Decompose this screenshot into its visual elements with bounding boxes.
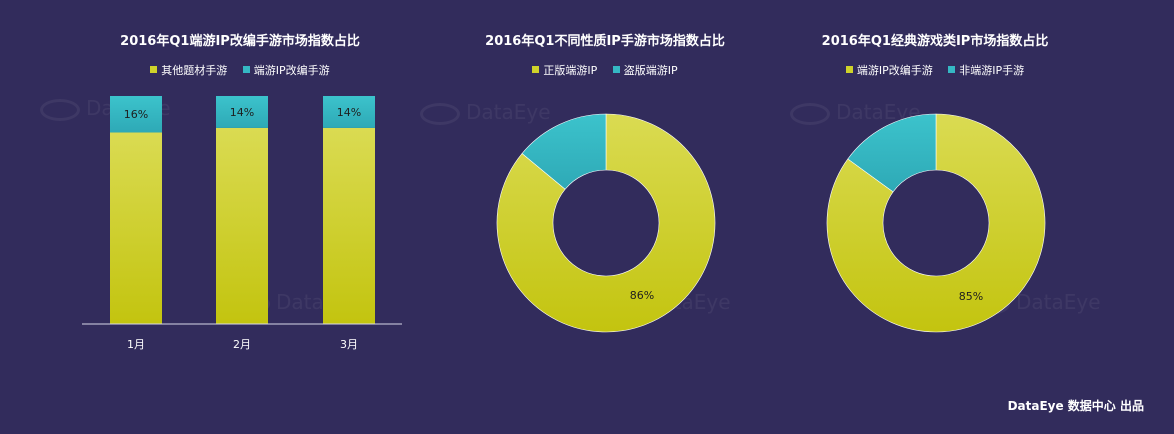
legend-swatch bbox=[612, 66, 620, 73]
donut-slice-primary bbox=[496, 113, 716, 333]
donut-slice-primary bbox=[826, 113, 1046, 333]
bar-segment-other bbox=[110, 132, 162, 324]
bar-segment-ip bbox=[216, 96, 268, 128]
bar-segment-ip bbox=[323, 96, 375, 128]
data-label: 85% bbox=[959, 290, 983, 303]
legend-swatch bbox=[845, 66, 853, 73]
donut-chart: 86% bbox=[496, 113, 716, 333]
bar-segment-other bbox=[323, 127, 375, 324]
legend-swatch bbox=[150, 66, 158, 73]
legend-item: 盗版端游IP bbox=[612, 62, 678, 78]
chart-title: 2016年Q1不同性质IP手游市场指数占比 bbox=[485, 34, 725, 49]
donut-chart-panel-1: 2016年Q1不同性质IP手游市场指数占比 正版端游IP 盗版端游IP 86% bbox=[420, 0, 790, 380]
data-label: 16% bbox=[124, 108, 148, 121]
x-tick-label: 2月 bbox=[233, 338, 251, 351]
donut-chart-panel-2: 2016年Q1经典游戏类IP市场指数占比 端游IP改编手游 非端游IP手游 85… bbox=[750, 0, 1120, 380]
legend: 其他题材手游 端游IP改编手游 bbox=[60, 62, 420, 78]
bar-chart: 16% 1月 14% 2月 14% 3月 bbox=[82, 96, 402, 351]
donut-chart: 85% bbox=[826, 113, 1046, 333]
legend-item: 端游IP改编手游 bbox=[242, 62, 330, 78]
footer-credit: DataEye 数据中心 出品 bbox=[1007, 399, 1144, 413]
legend-item: 非端游IP手游 bbox=[948, 62, 1024, 78]
legend: 正版端游IP 盗版端游IP bbox=[420, 62, 790, 78]
data-label: 14% bbox=[337, 106, 361, 119]
bar-segment-other bbox=[216, 127, 268, 324]
x-tick-label: 3月 bbox=[340, 338, 358, 351]
chart-title: 2016年Q1端游IP改编手游市场指数占比 bbox=[120, 34, 360, 49]
x-tick-label: 1月 bbox=[127, 338, 145, 351]
bar-chart-panel: 2016年Q1端游IP改编手游市场指数占比 其他题材手游 端游IP改编手游 16… bbox=[60, 0, 420, 380]
chart-title: 2016年Q1经典游戏类IP市场指数占比 bbox=[821, 34, 1049, 49]
data-label: 86% bbox=[630, 289, 654, 302]
donut-slice-secondary bbox=[521, 113, 607, 190]
bar-segment-ip bbox=[110, 96, 162, 133]
data-label: 14% bbox=[230, 106, 254, 119]
legend-item: 正版端游IP bbox=[532, 62, 597, 78]
legend-item: 其他题材手游 bbox=[150, 62, 227, 78]
legend-swatch bbox=[242, 66, 250, 73]
legend-swatch bbox=[948, 66, 956, 73]
legend-swatch bbox=[532, 66, 540, 73]
donut-slice-secondary bbox=[847, 113, 937, 193]
legend: 端游IP改编手游 非端游IP手游 bbox=[750, 62, 1120, 78]
legend-item: 端游IP改编手游 bbox=[845, 62, 933, 78]
